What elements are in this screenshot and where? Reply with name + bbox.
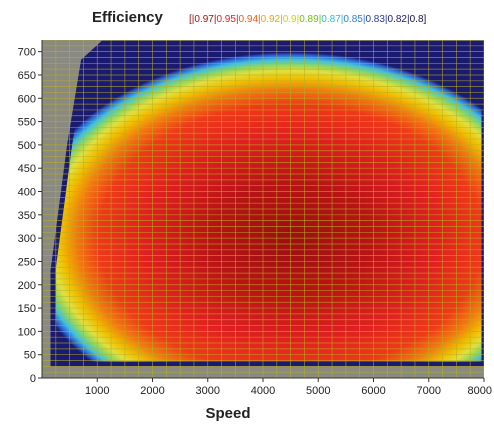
legend: [|0.97|0.95|0.94|0.92|0.9|0.89|0.87|0.85… — [189, 14, 427, 25]
y-axis: 0 50 100 150 200 250 300 350 400 450 500 550 600 650 7… — [18, 40, 43, 385]
legend-separator: | — [407, 14, 410, 25]
x-axis: 1000 2000 3000 4000 5000 6000 7000 8000 — [42, 377, 492, 397]
legend-entry: 0.97 — [194, 14, 214, 25]
legend-entries: [|0.97|0.95|0.94|0.92|0.9|0.89|0.87|0.85… — [189, 14, 427, 25]
legend-entry: 0.85 — [343, 14, 363, 25]
legend-entry: 0.83 — [365, 14, 385, 25]
legend-separator: | — [385, 14, 388, 25]
x-tick-label: 3000 — [196, 385, 220, 397]
y-tick-label: 0 — [30, 373, 36, 385]
y-tick-label: 500 — [18, 140, 36, 152]
x-tick-label: 7000 — [417, 385, 441, 397]
legend-entry: 0.95 — [216, 14, 236, 25]
x-tick-label: 2000 — [140, 385, 164, 397]
legend-separator: | — [258, 14, 261, 25]
legend-separator: | — [363, 14, 366, 25]
legend-separator: | — [236, 14, 239, 25]
x-tick-label: 5000 — [306, 385, 330, 397]
legend-entry: 0.89 — [299, 14, 319, 25]
y-tick-label: 150 — [18, 303, 36, 315]
legend-entry: 0.87 — [321, 14, 341, 25]
x-axis-label: Speed — [205, 405, 250, 422]
legend-entry: 0.92 — [261, 14, 281, 25]
legend-separator: ] — [424, 14, 427, 25]
legend-entry: 0.94 — [239, 14, 259, 25]
y-tick-label: 600 — [18, 93, 36, 105]
legend-separator: | — [280, 14, 283, 25]
y-tick-label: 250 — [18, 256, 36, 268]
x-tick-label: 6000 — [361, 385, 385, 397]
legend-prefix: [| — [189, 14, 194, 25]
legend-separator: | — [297, 14, 300, 25]
legend-entry: 0.82 — [388, 14, 408, 25]
y-tick-label: 100 — [18, 326, 36, 338]
legend-separator: | — [319, 14, 322, 25]
y-tick-label: 200 — [18, 280, 36, 292]
legend-entry: 0.9 — [283, 14, 297, 25]
legend-separator: | — [341, 14, 344, 25]
x-tick-label: 1000 — [85, 385, 109, 397]
y-tick-label: 350 — [18, 210, 36, 222]
y-tick-label: 550 — [18, 117, 36, 129]
x-tick-label: 8000 — [468, 385, 492, 397]
grid-lines — [42, 40, 484, 378]
legend-separator: | — [214, 14, 217, 25]
y-tick-label: 450 — [18, 163, 36, 175]
y-tick-label: 300 — [18, 233, 36, 245]
y-tick-label: 50 — [24, 350, 36, 362]
x-tick-label: 4000 — [251, 385, 275, 397]
legend-entry: 0.8 — [410, 14, 424, 25]
y-tick-label: 700 — [18, 47, 36, 59]
y-tick-label: 650 — [18, 70, 36, 82]
chart-title: Efficiency — [92, 9, 164, 26]
y-tick-label: 400 — [18, 187, 36, 199]
